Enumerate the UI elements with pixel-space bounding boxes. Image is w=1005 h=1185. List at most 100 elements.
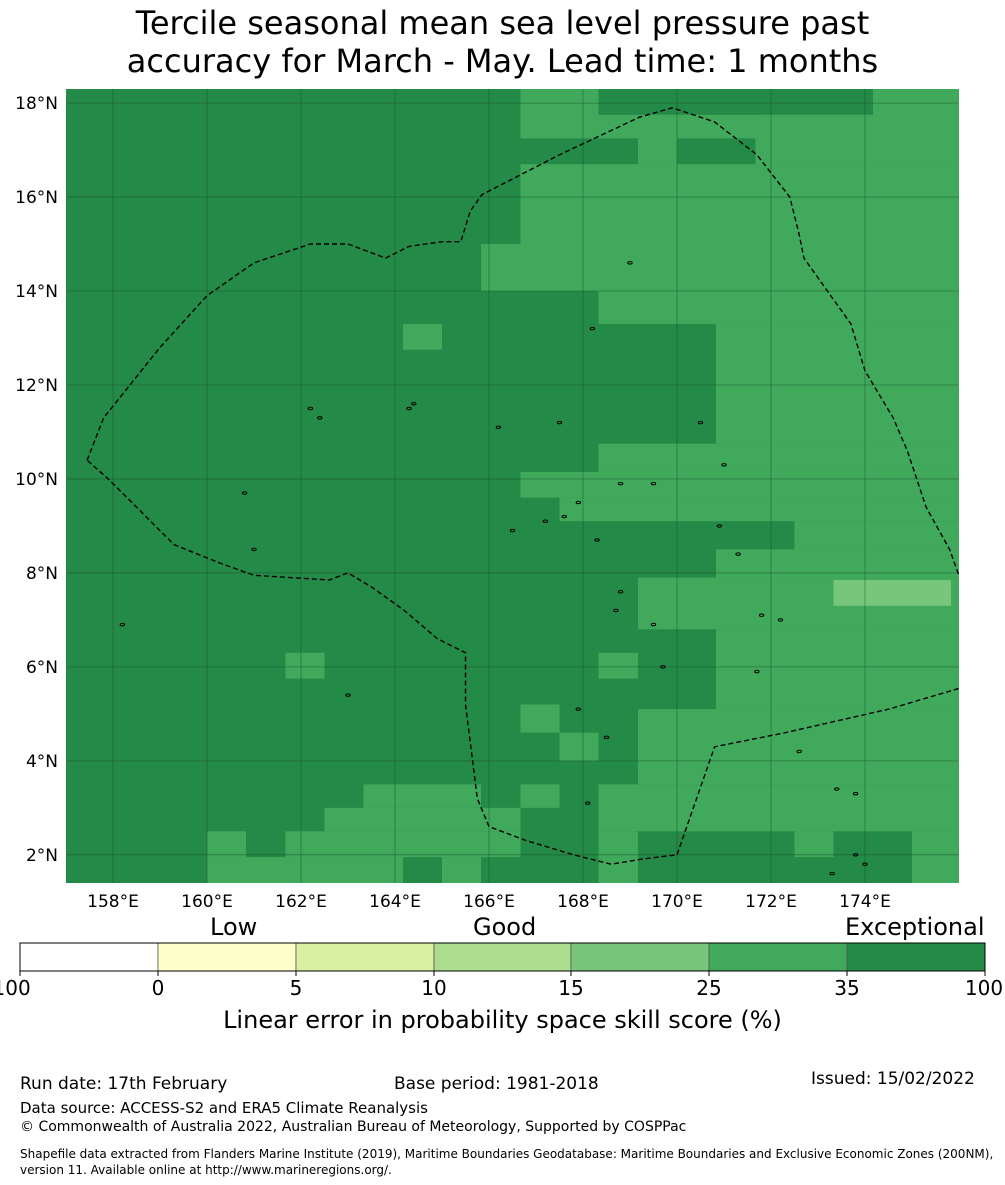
skill-cell [285,652,325,679]
skill-cell [520,164,959,245]
skill-cell [716,549,959,578]
skill-cell [794,521,959,550]
island-outline [754,669,760,674]
colorbar-swatch [846,942,986,972]
island-outline [411,402,417,406]
colorbar [19,942,986,976]
island-outline [796,749,802,754]
island-outline [542,519,549,523]
island-outline [617,590,624,594]
colorbar-swatch [708,942,848,972]
island-outline [716,524,722,528]
latitude-label: 18°N [15,94,58,114]
island-outline [509,528,516,533]
longitude-label: 170°E [651,892,703,912]
skill-cell [520,471,959,498]
latitude-label: 2°N [26,846,58,866]
map-plot-area [66,89,959,883]
skill-grid [66,89,959,883]
skill-cell [559,732,599,761]
skill-cell [637,709,959,785]
colorbar-tick-label: 0 [151,976,165,1000]
colorbar-tick-label: 25 [696,976,722,1000]
island-outline [721,463,727,467]
longitude-label: 168°E [557,892,609,912]
colorbar-swatch [19,942,159,972]
skill-cell [324,807,521,832]
skill-cell [285,831,521,858]
island-outline [613,608,619,613]
longitude-label: 162°E [275,892,327,912]
skill-cell [794,831,834,858]
skill-cell [559,497,959,522]
colorbar-tick-label: 5 [289,976,303,1000]
colorbar-tick-label: 10 [421,976,447,1000]
issued-date: Issued: 15/02/2022 [811,1069,975,1089]
latitude-label: 8°N [26,564,58,584]
eez-boundary [86,107,959,865]
colorbar-tick-label: 35 [834,976,860,1000]
island-outline [627,261,633,265]
map-title-line-1: Tercile seasonal mean sea level pressure… [135,4,870,42]
latitude-label: 4°N [26,752,58,772]
latitude-label: 6°N [26,658,58,678]
colorbar-swatch [157,942,297,972]
skill-cell [755,114,873,165]
skill-cell [716,323,959,444]
island-outline [660,665,666,669]
colorbar-category-low: Low [210,913,258,941]
island-outline [345,693,351,697]
copyright: © Commonwealth of Australia 2022, Austra… [20,1119,687,1135]
longitude-label: 172°E [745,892,797,912]
data-source: Data source: ACCESS-S2 and ERA5 Climate … [20,1099,428,1117]
island-outline [834,787,840,791]
map-axes: 158°E 160°E 162°E 164°E 166°E 168°E 170°E 172°E… [15,94,891,912]
colorbar-tick-label: -100 [0,976,31,1000]
skill-cell [402,323,442,350]
map-title-line-2: accuracy for March - May. Lead time: 1 m… [126,42,879,80]
skill-cell [520,704,560,733]
island-outline [603,735,610,740]
longitude-label: 158°E [87,892,139,912]
colorbar-label: Linear error in probability space skill … [223,1006,782,1034]
longitude-label: 174°E [839,892,891,912]
run-date: Run date: 17th February [20,1074,228,1094]
base-period: Base period: 1981-2018 [394,1074,599,1094]
latitude-label: 12°N [15,376,58,396]
latitude-label: 14°N [15,282,58,302]
island-outline [589,326,596,331]
latitude-label: 10°N [15,470,58,490]
colorbar-category-good: Good [473,913,537,941]
skill-cell [598,652,638,679]
colorbar-swatch [433,942,572,972]
colorbar-category-exceptional: Exceptional [845,913,985,941]
colorbar-swatch [570,942,710,972]
island-outline [594,538,600,542]
skill-cell [912,784,959,832]
island-outline [119,622,126,627]
map-title: Tercile seasonal mean sea level pressure… [0,4,1005,80]
skill-cell [207,857,403,883]
skill-map: 158°E 160°E 162°E 164°E 166°E 168°E 170°E 172°E… [15,89,986,976]
skill-cell [598,784,912,832]
skill-cell [833,579,952,606]
skill-cell [520,784,560,808]
skill-cell [442,857,482,883]
island-outline [650,622,657,627]
island-outline [575,500,581,505]
island-outline [735,552,741,556]
island-outline [406,406,412,411]
skill-cell [912,831,959,883]
skill-cell [598,831,638,858]
colorbar-swatch [295,942,435,972]
island-outline [852,853,859,857]
island-outline [556,420,563,425]
colorbar-frame [19,942,986,972]
island-outline [241,491,248,495]
skill-cell [598,443,959,472]
skill-cell [637,114,677,165]
island-outline [317,416,323,420]
island-outline [495,425,502,429]
longitude-label: 166°E [463,892,515,912]
skill-cell [598,89,873,115]
